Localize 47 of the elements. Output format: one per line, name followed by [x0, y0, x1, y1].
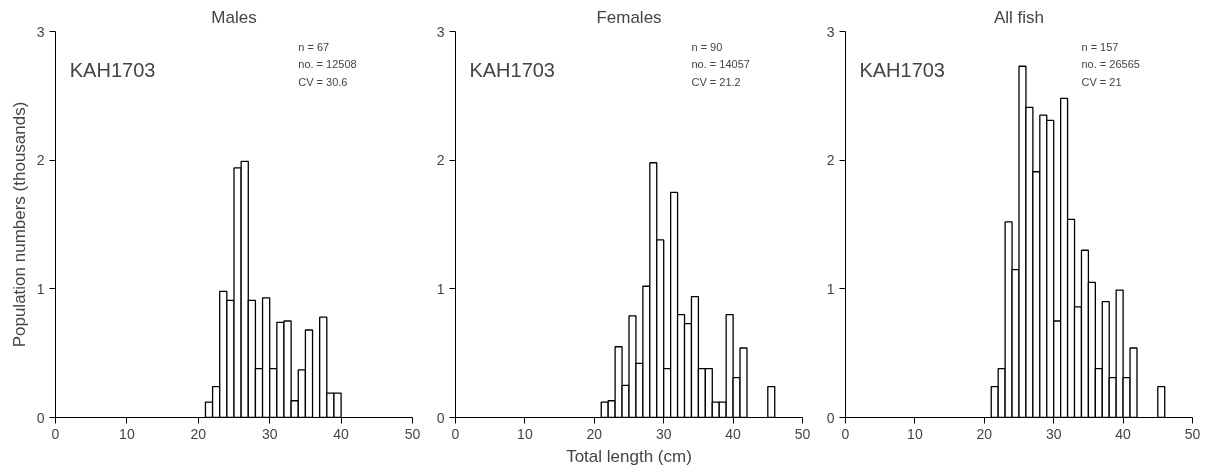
y-tick-label: 0: [826, 409, 835, 426]
x-tick-label: 40: [725, 425, 742, 442]
annotation: CV = 21: [1081, 75, 1122, 88]
x-axis-title: Total length (cm): [566, 446, 692, 466]
y-tick-label: 1: [826, 280, 835, 297]
x-tick-label: 50: [404, 425, 421, 442]
x-tick-label: 10: [517, 425, 533, 442]
chart-title: Females: [596, 7, 662, 27]
y-tick-label: 2: [436, 152, 445, 169]
annotation: CV = 21.2: [691, 75, 741, 88]
x-tick-label: 40: [333, 425, 350, 442]
annotation: no. = 26565: [1081, 58, 1140, 71]
x-tick-label: 0: [51, 425, 60, 442]
annotation: no. = 12508: [298, 58, 357, 71]
y-tick-label: 1: [436, 280, 445, 297]
y-tick-label: 2: [36, 152, 45, 169]
x-tick-label: 30: [1045, 425, 1062, 442]
x-tick-label: 0: [451, 425, 460, 442]
x-tick-label: 30: [261, 425, 278, 442]
annotation: KAH1703: [69, 59, 156, 82]
annotation: CV = 30.6: [298, 75, 348, 88]
x-tick-label: 20: [586, 425, 603, 442]
y-tick-label: 0: [436, 409, 445, 426]
y-tick-label: 0: [36, 409, 45, 426]
x-tick-label: 10: [119, 425, 135, 442]
annotation: KAH1703: [859, 59, 946, 82]
y-tick-label: 1: [36, 280, 45, 297]
annotation: n = 157: [1081, 40, 1119, 53]
y-tick-label: 3: [36, 23, 45, 40]
y-tick-label: 2: [826, 152, 835, 169]
annotation: n = 67: [298, 40, 330, 53]
x-tick-label: 10: [907, 425, 923, 442]
x-tick-label: 50: [1184, 425, 1201, 442]
x-tick-label: 20: [190, 425, 207, 442]
annotation: KAH1703: [469, 59, 556, 82]
annotation: n = 90: [691, 40, 723, 53]
chart-title: All fish: [993, 7, 1045, 27]
x-tick-label: 30: [655, 425, 672, 442]
annotation: no. = 14057: [691, 58, 750, 71]
y-axis-title: Population numbers (thousands): [9, 101, 29, 348]
x-tick-label: 50: [794, 425, 811, 442]
x-tick-label: 20: [976, 425, 993, 442]
chart-title: Males: [211, 7, 257, 27]
x-tick-label: 0: [841, 425, 850, 442]
x-tick-label: 40: [1115, 425, 1132, 442]
y-tick-label: 3: [826, 23, 835, 40]
y-tick-label: 3: [436, 23, 445, 40]
